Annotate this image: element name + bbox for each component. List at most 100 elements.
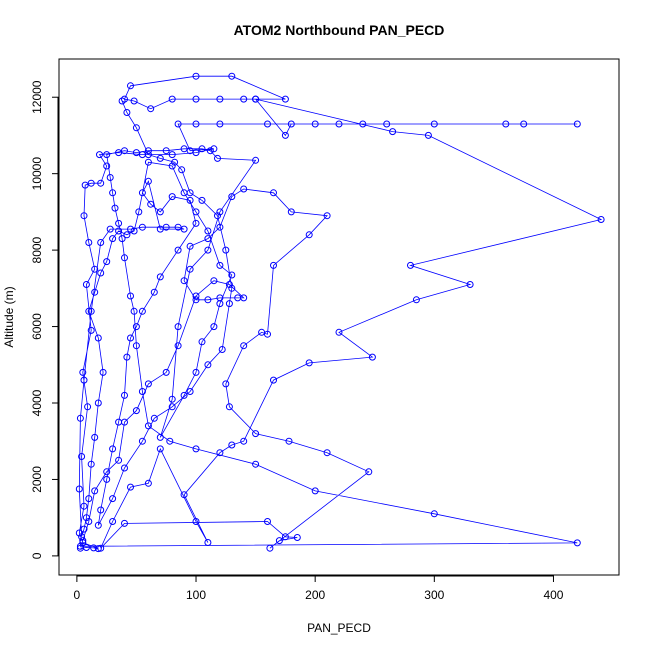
plot-area xyxy=(75,72,605,553)
data-point xyxy=(275,537,283,545)
data-point xyxy=(147,105,155,113)
data-point xyxy=(240,185,248,193)
y-tick-label: 6000 xyxy=(30,313,44,340)
data-point xyxy=(323,212,331,220)
data-point xyxy=(85,495,93,503)
data-point xyxy=(103,258,111,266)
data-point xyxy=(103,151,111,159)
data-point xyxy=(123,353,131,361)
data-point xyxy=(91,265,99,273)
data-point xyxy=(206,147,214,155)
data-point xyxy=(204,235,212,243)
x-tick-label: 200 xyxy=(305,588,325,602)
data-point xyxy=(281,131,289,139)
y-tick-label: 4000 xyxy=(30,389,44,416)
data-point xyxy=(123,109,131,116)
data-point xyxy=(186,196,194,204)
data-point xyxy=(132,407,140,415)
y-axis: 0 2000 4000 6000 8000 10000 12000 xyxy=(30,80,59,559)
x-axis: 0 100 200 300 400 xyxy=(74,575,564,602)
data-point xyxy=(144,380,152,388)
data-point xyxy=(138,307,146,315)
data-point xyxy=(174,223,182,231)
data-point xyxy=(162,147,170,155)
data-point xyxy=(216,120,224,128)
data-point xyxy=(228,72,236,80)
data-point xyxy=(180,277,188,285)
x-tick-label: 400 xyxy=(543,588,563,602)
data-point xyxy=(180,491,188,499)
data-point xyxy=(162,368,170,376)
data-point xyxy=(266,544,274,552)
data-point xyxy=(80,502,88,510)
data-point xyxy=(186,147,194,155)
data-point xyxy=(96,151,103,159)
x-tick-label: 300 xyxy=(424,588,444,602)
data-point xyxy=(168,151,176,159)
data-point xyxy=(412,296,420,304)
data-point xyxy=(198,145,206,153)
data-point xyxy=(82,514,90,522)
chart-title: ATOM2 Northbound PAN_PECD xyxy=(234,22,445,38)
data-point xyxy=(87,179,95,187)
data-point xyxy=(214,154,221,162)
data-point xyxy=(109,495,117,503)
x-tick-label: 100 xyxy=(186,588,206,602)
data-point xyxy=(335,120,343,128)
data-point xyxy=(216,95,224,103)
data-point xyxy=(76,414,84,422)
data-point xyxy=(192,219,200,227)
data-point xyxy=(106,174,114,181)
data-point xyxy=(281,533,289,541)
data-point xyxy=(597,216,605,223)
data-point xyxy=(156,445,164,453)
data-point xyxy=(252,95,260,103)
data-point xyxy=(97,179,105,187)
data-point xyxy=(240,437,248,445)
data-point xyxy=(186,265,194,273)
data-point xyxy=(264,330,271,338)
data-point xyxy=(144,422,152,430)
y-tick-label: 10000 xyxy=(30,157,44,191)
data-point xyxy=(305,359,313,367)
data-point xyxy=(192,120,200,128)
data-point xyxy=(192,72,200,80)
data-point xyxy=(168,395,176,403)
y-tick-label: 2000 xyxy=(30,466,44,493)
data-point xyxy=(210,323,218,331)
data-point xyxy=(94,521,102,529)
data-point xyxy=(204,296,212,304)
data-point xyxy=(90,544,98,552)
data-point xyxy=(118,235,126,243)
data-point xyxy=(285,437,293,445)
data-point xyxy=(138,223,146,231)
data-point xyxy=(573,539,581,547)
data-point xyxy=(79,537,87,545)
data-point xyxy=(222,380,230,388)
data-point xyxy=(359,120,367,128)
data-point xyxy=(178,166,186,174)
data-point xyxy=(216,449,224,457)
data-point xyxy=(502,120,510,128)
data-point xyxy=(132,149,140,157)
data-point xyxy=(78,533,86,541)
data-point xyxy=(323,449,331,457)
data-point xyxy=(156,208,164,216)
data-point xyxy=(192,292,200,300)
data-point xyxy=(94,399,102,407)
data-point xyxy=(264,518,271,525)
data-point xyxy=(383,120,391,128)
plot-frame xyxy=(58,58,620,576)
data-point xyxy=(222,246,230,254)
data-point xyxy=(424,131,432,139)
data-point xyxy=(168,162,176,170)
data-point xyxy=(76,542,84,550)
data-point xyxy=(287,120,295,128)
data-point xyxy=(192,296,200,304)
data-point xyxy=(430,120,438,128)
data-point xyxy=(118,97,126,105)
data-point xyxy=(168,193,176,201)
data-point xyxy=(97,544,105,552)
data-point xyxy=(216,223,224,231)
